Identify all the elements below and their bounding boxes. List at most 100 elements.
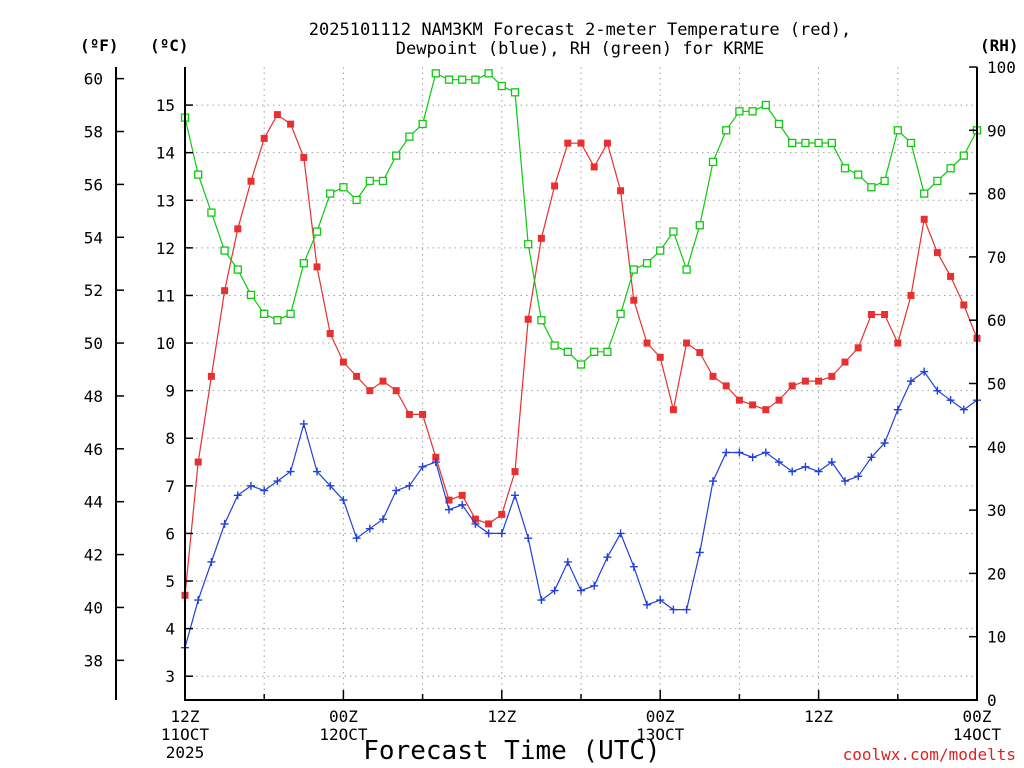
data-point-dewpoint [801,462,810,471]
grid-lines [185,67,977,700]
data-point-dewpoint [550,586,559,595]
rh-tick-label: 70 [987,248,1006,267]
time-tick-label: 12Z [804,707,833,726]
data-point-dewpoint [326,481,335,490]
celsius-tick-label: 7 [165,477,175,496]
data-point-temperature [577,139,585,147]
data-point-temperature [841,358,849,366]
data-point-temperature [775,396,783,404]
data-point-rh [722,126,731,135]
data-point-rh [563,347,572,357]
data-point-temperature [735,396,743,404]
data-point-rh [576,360,586,369]
data-point-rh [537,316,546,325]
data-point-rh [510,88,520,97]
data-point-rh [365,176,374,186]
data-point-rh [801,138,810,148]
data-point-temperature [339,358,347,366]
data-point-temperature [221,287,229,295]
data-point-temperature [537,234,545,242]
data-point-rh [867,183,876,192]
series-dewpoint [181,367,981,652]
data-point-temperature [828,372,836,380]
data-point-rh [656,246,665,255]
celsius-axis-ticks: 3 4 5 6 7 8 9 10 11 12 13 14 15 [156,96,193,686]
data-point-rh [682,265,691,274]
data-point-dewpoint [431,458,440,467]
data-point-rh [524,240,533,249]
series-rh [180,69,982,369]
series-temperature [181,111,981,599]
data-point-temperature [287,120,295,128]
data-point-rh [748,107,757,116]
data-point-rh [827,138,836,148]
data-point-rh [906,138,916,148]
data-point-temperature [669,406,677,414]
fahrenheit-tick-label: 40 [84,598,103,617]
data-point-dewpoint [616,529,625,538]
data-point-rh [246,290,256,300]
data-point-temperature [458,491,466,499]
rh-tick-label: 80 [987,185,1006,204]
data-point-rh [484,69,493,78]
data-point-rh [814,138,823,148]
data-point-rh [431,69,440,78]
data-point-rh [933,176,942,186]
fahrenheit-tick-label: 58 [84,123,103,142]
chart-title-line1: 2025101112 NAM3KM Forecast 2-meter Tempe… [309,20,851,40]
time-tick-label: 11OCT [161,725,210,744]
data-point-temperature [960,301,968,309]
data-point-rh [444,75,454,84]
x-axis-label: Forecast Time (UTC) [363,736,660,766]
time-tick-label: 2025 [166,743,205,762]
data-point-temperature [326,330,334,338]
data-point-temperature [511,468,519,476]
data-point-rh [326,189,335,198]
data-point-dewpoint [827,458,836,467]
time-tick-label: 12Z [487,707,516,726]
data-point-dewpoint [339,496,348,505]
data-point-dewpoint [418,462,427,471]
rh-tick-label: 50 [987,375,1006,394]
data-point-temperature [709,372,717,380]
data-point-dewpoint [445,505,453,514]
data-point-rh [339,183,348,192]
data-point-dewpoint [458,500,467,509]
data-point-temperature [722,382,730,390]
data-point-dewpoint [286,467,295,476]
fahrenheit-tick-label: 44 [84,493,103,512]
data-point-temperature [881,310,889,318]
data-point-dewpoint [524,534,533,543]
data-point-temperature [498,510,506,518]
data-point-temperature [590,163,598,171]
data-point-dewpoint [841,477,849,486]
data-point-rh [959,151,968,160]
credit-text: coolwx.com/modelts [843,745,1016,764]
data-point-dewpoint [537,596,546,605]
data-point-dewpoint [590,581,599,590]
data-point-rh [761,100,770,110]
data-point-temperature [947,272,955,280]
time-tick-label: 00Z [646,707,675,726]
data-point-dewpoint [867,453,876,462]
data-point-dewpoint [313,467,321,476]
fahrenheit-axis-ticks: 38 40 42 44 46 48 50 52 54 56 58 60 [84,70,124,670]
data-point-temperature [815,377,823,385]
data-point-temperature [432,453,440,461]
fahrenheit-tick-label: 46 [84,440,103,459]
celsius-tick-label: 10 [156,334,175,353]
data-point-temperature [379,377,387,385]
rh-axis-ticks: 0 10 20 30 40 50 60 70 80 90 100 [969,58,1016,710]
celsius-tick-label: 14 [156,144,175,163]
data-point-temperature [656,353,664,361]
data-point-rh [590,347,599,357]
time-tick-label: 00Z [329,707,358,726]
time-tick-label: 14OCT [953,725,1002,744]
fahrenheit-tick-label: 56 [84,175,103,194]
celsius-tick-label: 3 [165,667,175,686]
rh-tick-label: 100 [987,58,1016,77]
data-point-temperature [273,111,281,119]
celsius-tick-label: 5 [165,572,175,591]
celsius-tick-label: 15 [156,96,175,115]
data-point-temperature [643,339,651,347]
